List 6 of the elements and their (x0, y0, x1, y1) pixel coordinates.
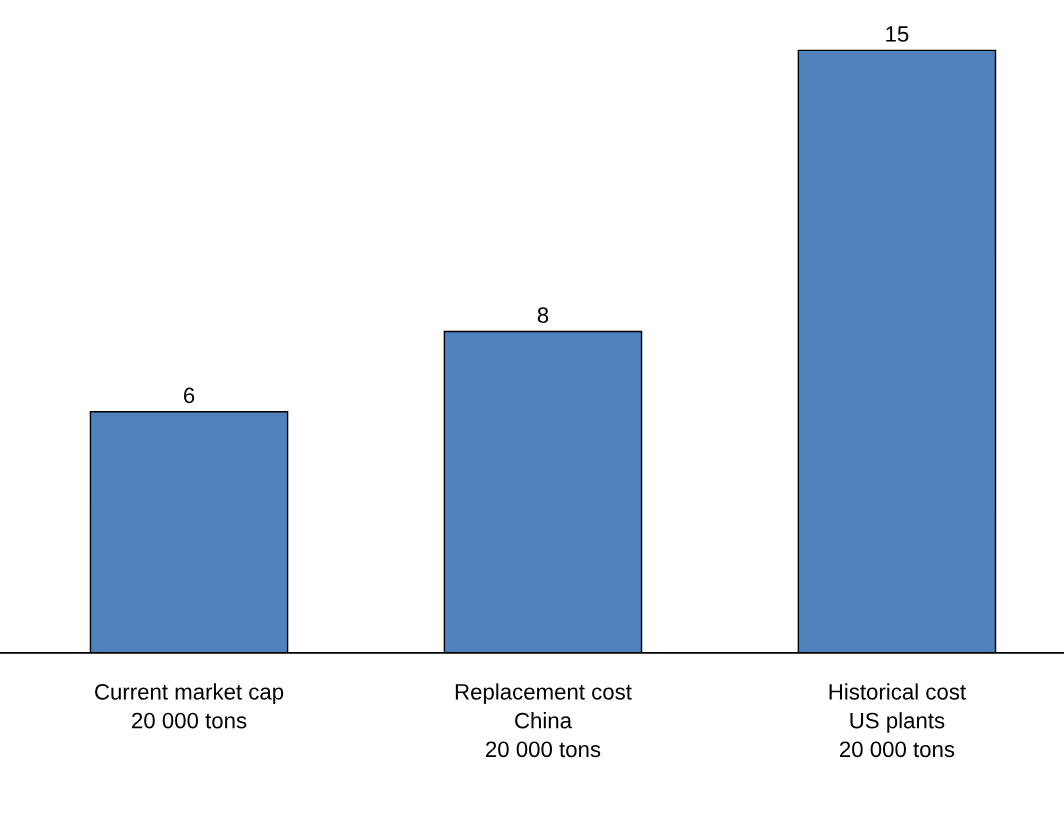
x-tick-label: Replacement cost China 20 000 tons (455, 683, 632, 758)
data-label: 8 (537, 307, 549, 323)
x-tick-label: Historical cost US plants 20 000 tons (829, 683, 966, 758)
data-label: 15 (886, 26, 909, 42)
x-tick-label: Current market cap 20 000 tons (95, 683, 284, 729)
data-label: 6 (183, 387, 195, 404)
